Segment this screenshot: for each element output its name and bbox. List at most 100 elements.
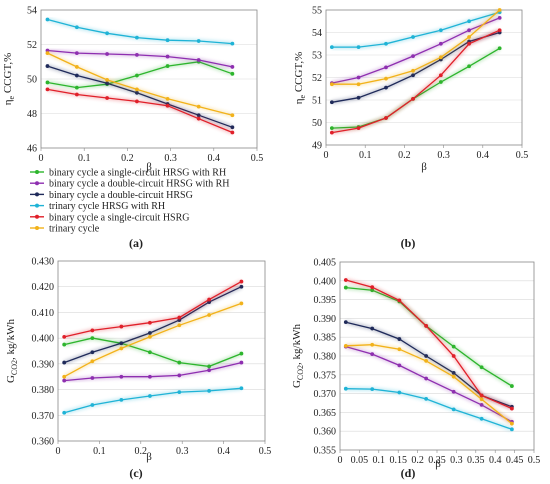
data-point — [207, 313, 212, 317]
data-point — [370, 285, 375, 290]
legend-label: binary cycle a double-circuit HRSG — [49, 190, 193, 201]
data-point — [230, 41, 235, 46]
panel-label: (c) — [129, 466, 142, 480]
data-point — [343, 285, 348, 290]
data-point — [165, 38, 170, 43]
x-tick-label: 0.2 — [135, 446, 148, 457]
series-line — [64, 281, 242, 338]
y-tick-label: 0.370 — [32, 411, 55, 422]
series-line-glow — [63, 279, 243, 339]
data-point — [343, 320, 348, 325]
data-point — [239, 301, 244, 306]
legend: binary cycle a single-circuit HRSG with … — [30, 168, 230, 235]
data-point — [177, 360, 182, 365]
y-tick-label: 0.365 — [314, 408, 337, 419]
data-point — [497, 28, 502, 33]
y-tick-label: 0.360 — [32, 437, 55, 448]
data-point — [343, 278, 348, 282]
panel-label: (d) — [401, 466, 416, 480]
legend-label: trinary cycle HRSG with RH — [49, 201, 165, 212]
data-point — [424, 354, 429, 358]
data-point — [509, 427, 514, 432]
y-tick-label: 0.390 — [32, 359, 55, 370]
chart-panel-d: 0 0.05 0.1 0.15 0.2 0.25 0.3 0.35 0.4 0.45 0.5 0.3… — [291, 258, 540, 481]
y-tick-label: 0.420 — [32, 282, 55, 293]
series-line — [345, 286, 513, 387]
data-point — [370, 342, 375, 347]
data-point — [207, 368, 212, 373]
y-tick-label: 0.400 — [314, 276, 337, 287]
y-axis-label-main: η — [293, 98, 305, 104]
y-tick-label: 46 — [27, 144, 37, 155]
series-line-glow — [46, 17, 233, 46]
data-point — [135, 99, 139, 104]
chart-panel-c: 0 0.1 0.2 0.3 0.4 0.5 0.360 0.370 0.380 0.390 0.4… — [5, 257, 271, 481]
data-point — [424, 396, 429, 401]
data-point — [239, 386, 244, 391]
x-tick-label: 0.4 — [217, 446, 230, 457]
data-point — [497, 8, 502, 12]
data-point — [497, 46, 502, 51]
x-tick-label: 0.1 — [78, 153, 91, 164]
y-axis-label-rest: , kg/kWh — [291, 323, 303, 364]
data-point — [105, 81, 109, 86]
data-point — [135, 90, 139, 95]
data-point — [62, 378, 67, 383]
x-tick-label: 0.1 — [359, 150, 372, 161]
data-point — [119, 374, 124, 379]
data-point — [356, 75, 361, 80]
data-point — [45, 80, 50, 85]
data-point — [74, 73, 79, 78]
data-point — [411, 54, 415, 59]
data-point — [329, 45, 334, 50]
y-tick-label: 0.355 — [314, 446, 337, 457]
y-tick-label: 55 — [312, 6, 322, 17]
data-point — [196, 58, 201, 62]
data-point — [230, 130, 235, 135]
y-tick-label: 49 — [312, 141, 322, 152]
data-point — [424, 358, 429, 363]
y-tick-label: 50 — [312, 118, 322, 129]
data-point — [62, 374, 67, 379]
data-point — [411, 35, 415, 39]
data-point — [148, 394, 152, 398]
data-point — [397, 337, 402, 341]
data-point — [196, 104, 201, 109]
data-point — [370, 352, 375, 357]
x-axis-label: β — [146, 161, 152, 173]
data-point — [479, 397, 484, 402]
x-tick-label: 0 — [56, 446, 61, 457]
y-axis-label: ηe CCGT,% — [2, 53, 16, 106]
y-tick-label: 0.360 — [314, 427, 337, 438]
y-tick-label: 0.380 — [32, 385, 55, 396]
y-axis-label-sub: e — [298, 94, 307, 98]
data-point — [177, 315, 182, 320]
data-point — [384, 85, 388, 90]
data-point — [479, 365, 484, 370]
y-tick-label: 0.410 — [32, 308, 55, 319]
legend-label: binary cycle a double-circuit HRSG with … — [49, 179, 230, 190]
data-point — [424, 324, 429, 328]
data-point — [467, 41, 471, 46]
x-tick-label: 0.45 — [506, 455, 524, 466]
data-point — [207, 297, 212, 302]
data-point — [90, 328, 95, 333]
y-axis-label-sub: e — [7, 95, 16, 99]
data-point — [135, 35, 139, 40]
data-point — [148, 331, 152, 335]
x-tick-label: 0.2 — [411, 455, 424, 466]
y-axis-label-rest: , kg/kWh — [5, 318, 17, 359]
plot-frame — [325, 9, 523, 146]
data-point — [239, 351, 244, 356]
data-point — [135, 87, 139, 92]
x-tick-label: 0.1 — [373, 455, 386, 466]
data-point — [397, 347, 402, 352]
data-point — [329, 82, 334, 87]
data-point — [74, 85, 79, 90]
data-point — [119, 397, 124, 402]
data-point — [90, 403, 95, 407]
data-point — [74, 92, 79, 97]
legend-marker — [35, 181, 39, 186]
data-point — [62, 342, 67, 347]
data-point — [329, 100, 334, 105]
